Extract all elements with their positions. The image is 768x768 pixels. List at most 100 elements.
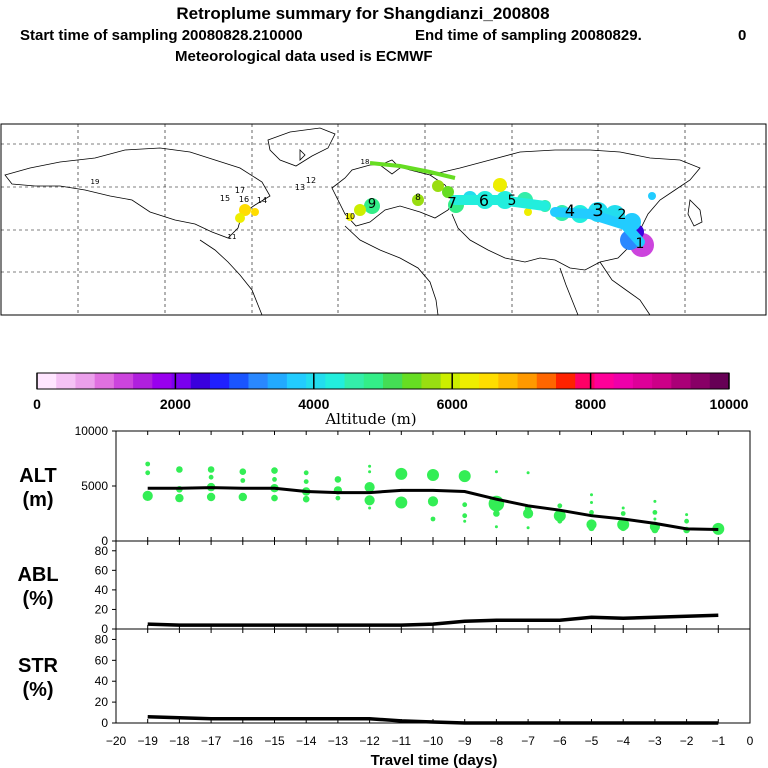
- colorbar-swatch: [325, 373, 346, 389]
- alt-scatter-point: [526, 526, 530, 530]
- plume-blob: [493, 178, 507, 192]
- alt-scatter-point: [145, 461, 151, 467]
- map-day-label: 8: [415, 193, 421, 203]
- map-day-label: 15: [220, 194, 230, 203]
- end-time-label: End time of sampling 20080829.: [415, 27, 642, 44]
- alt-scatter-point: [621, 506, 625, 510]
- map-day-label: 6: [479, 191, 489, 210]
- alt-scatter-point: [395, 496, 408, 509]
- plume-blob: [524, 208, 532, 216]
- x-tick-label: −20: [106, 734, 127, 748]
- colorbar-swatch: [306, 373, 326, 389]
- alt-scatter-point: [619, 524, 627, 532]
- colorbar-swatch: [133, 373, 153, 389]
- alt-scatter-point: [588, 524, 595, 532]
- colorbar-swatch: [517, 373, 538, 389]
- alt-scatter-point: [239, 468, 247, 476]
- x-axis-label: Travel time (days): [371, 752, 498, 768]
- map-coastline: [687, 199, 703, 227]
- alt-scatter-point: [494, 525, 498, 529]
- alt-scatter-point: [493, 510, 500, 517]
- alt-scatter-point: [653, 517, 657, 521]
- alt-scatter-point: [208, 474, 214, 480]
- y-tick-label: 20: [95, 695, 109, 709]
- x-tick-label: −5: [585, 734, 599, 748]
- plume-blob: [354, 204, 366, 216]
- map-day-label: 12: [306, 176, 316, 185]
- colorbar-tick-label: 8000: [575, 396, 606, 412]
- colorbar-tick-label: 6000: [437, 396, 468, 412]
- y-tick-label: 60: [95, 653, 109, 667]
- x-tick-label: −7: [521, 734, 535, 748]
- x-tick-label: −17: [201, 734, 222, 748]
- x-tick-label: −15: [264, 734, 285, 748]
- colorbar-swatch: [113, 373, 134, 389]
- map-day-label: 4: [565, 201, 575, 220]
- alt-scatter-point: [335, 495, 341, 501]
- alt-scatter-point: [523, 508, 534, 519]
- alt-scatter-point: [427, 496, 439, 507]
- x-tick-label: −9: [458, 734, 472, 748]
- colorbar-swatch: [286, 373, 307, 389]
- alt-scatter-point: [272, 477, 277, 482]
- colorbar-swatch: [556, 373, 576, 389]
- alt-scatter-point: [368, 470, 372, 474]
- alt-scatter-point: [651, 526, 659, 534]
- panel-ylabel: ALT: [19, 465, 56, 487]
- colorbar-swatch: [190, 373, 211, 389]
- alt-scatter-point: [207, 466, 215, 473]
- map-day-label: 19: [91, 178, 100, 186]
- colorbar-swatch: [671, 373, 692, 389]
- colorbar-swatch: [652, 373, 672, 389]
- colorbar-swatch: [575, 373, 595, 389]
- colorbar-swatch: [613, 373, 634, 389]
- x-tick-label: −2: [680, 734, 694, 748]
- colorbar-swatch: [440, 373, 461, 389]
- alt-scatter-point: [206, 492, 216, 502]
- map-day-label: 3: [592, 200, 603, 221]
- x-tick-label: −11: [392, 734, 412, 748]
- colorbar-tick-label: 2000: [160, 396, 191, 412]
- map-day-label: 18: [361, 158, 370, 166]
- colorbar-swatch: [709, 373, 730, 389]
- alt-scatter-point: [142, 490, 153, 501]
- y-tick-label: 40: [95, 674, 109, 688]
- alt-scatter-point: [557, 503, 563, 509]
- alt-scatter-point: [590, 493, 593, 497]
- plume-branch: [369, 161, 456, 180]
- x-tick-label: −6: [553, 734, 567, 748]
- met-data-label: Meteorological data used is ECMWF: [175, 48, 433, 65]
- plume-blob: [346, 213, 354, 221]
- plume-blob: [442, 186, 454, 198]
- alt-scatter-point: [145, 470, 151, 476]
- alt-scatter-point: [176, 466, 183, 473]
- y-tick-label: 60: [95, 563, 109, 577]
- alt-scatter-point: [271, 494, 278, 502]
- colorbar-swatch: [479, 373, 499, 389]
- alt-scatter-point: [685, 513, 689, 517]
- alt-scatter-point: [427, 469, 439, 481]
- map-day-label: 2: [618, 207, 627, 223]
- map-coastline: [199, 239, 263, 316]
- y-tick-label: 0: [101, 622, 108, 636]
- colorbar-swatch: [536, 373, 557, 389]
- colorbar-tick-label: 10000: [710, 396, 749, 412]
- panel-ylabel: ABL: [17, 564, 58, 586]
- colorbar-tick-label: 4000: [298, 396, 329, 412]
- colorbar-swatch: [459, 373, 480, 389]
- chart-title: Retroplume summary for Shangdianzi_20080…: [176, 4, 549, 23]
- colorbar-swatch: [56, 373, 76, 389]
- map-day-label: 7: [447, 194, 457, 212]
- panel-str: 0 20 40 60 80 STR(%): [18, 628, 751, 730]
- alt-scatter-point: [462, 513, 468, 519]
- plume-blob: [432, 180, 444, 192]
- alt-scatter-point: [589, 510, 594, 515]
- colorbar-swatch: [498, 373, 519, 389]
- colorbar-swatch: [344, 373, 365, 389]
- colorbar-swatch: [594, 373, 615, 389]
- alt-scatter-point: [175, 493, 184, 503]
- y-tick-label: 0: [101, 716, 108, 730]
- plume-blob: [648, 192, 656, 200]
- alt-scatter-point: [620, 511, 626, 516]
- x-tick-label: −12: [359, 734, 380, 748]
